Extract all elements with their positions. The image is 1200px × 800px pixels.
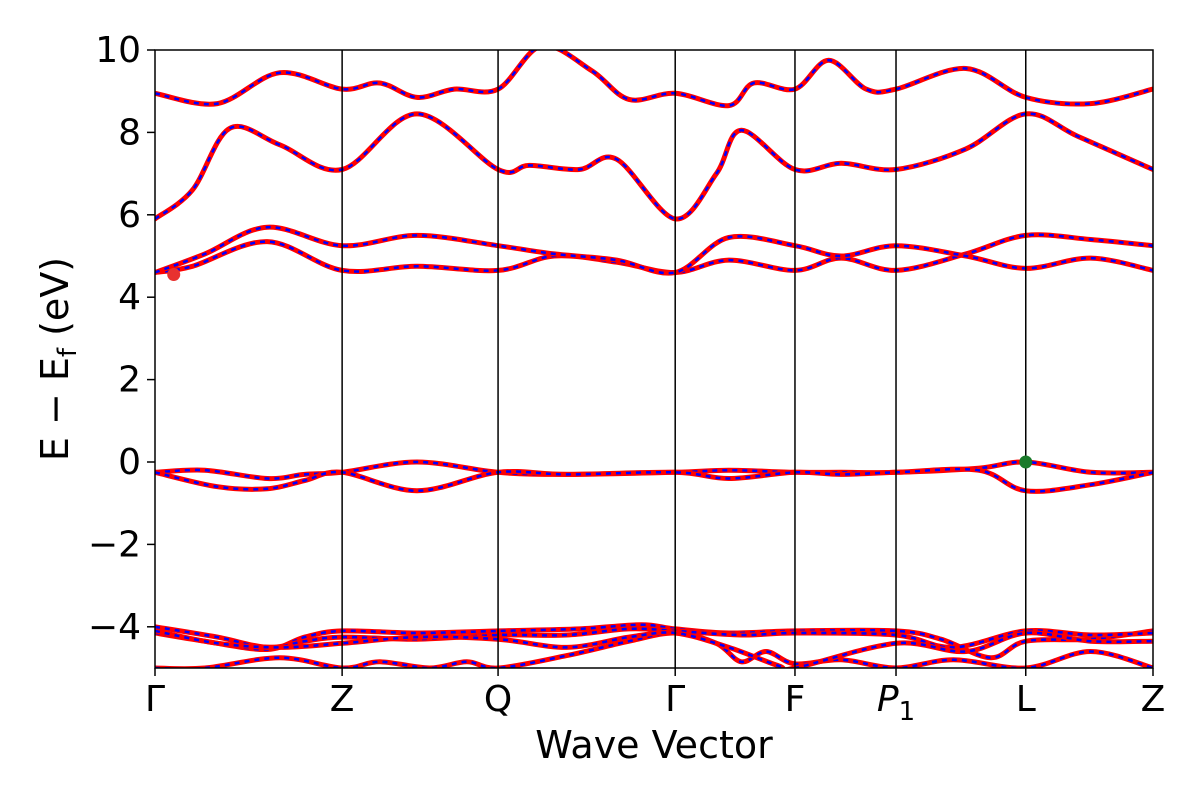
cbm-point [167, 268, 181, 282]
x-tick-label-2-text: Q [484, 679, 512, 720]
band-8-blue [155, 112, 1153, 221]
high-symmetry-lines [341, 50, 1027, 668]
y-tick-label-5: 0 [118, 442, 141, 483]
band-2-blue [155, 625, 1153, 649]
x-tick-label-3-text: Γ [665, 679, 685, 720]
x-tick-label-4: F [785, 679, 806, 720]
extrema-markers [167, 268, 1033, 469]
y-tick-label-6: −2 [88, 524, 141, 565]
y-tick-label-3: 4 [118, 277, 141, 318]
x-tick-label-0-text: Γ [145, 679, 165, 720]
y-axis-label: E − Ef (eV) [33, 257, 83, 461]
x-tick-label-5: P1 [877, 679, 915, 727]
x-tick-label-6-text: L [1016, 679, 1036, 720]
y-tick-label-7: −4 [88, 607, 141, 648]
x-tick-label-5-sub: 1 [899, 697, 916, 727]
y-axis-label-sub: f [53, 347, 83, 357]
x-tick-label-2: Q [484, 679, 512, 720]
band-1-blue [155, 623, 1153, 659]
x-axis-ticks: Γ Z Q Γ F P1 L Z [145, 668, 1165, 727]
x-axis-label: Wave Vector [535, 723, 773, 767]
band-7-blue [155, 225, 1153, 275]
x-tick-label-7-text: Z [1141, 679, 1166, 720]
band-5-blue [155, 467, 1153, 493]
x-tick-label-3: Γ [665, 679, 685, 720]
x-tick-label-0: Γ [145, 679, 165, 720]
x-tick-label-4-text: F [785, 679, 806, 720]
y-tick-label-4: 2 [118, 360, 141, 401]
y-tick-label-1: 8 [118, 112, 141, 153]
x-tick-label-6: L [1016, 679, 1036, 720]
y-tick-label-0: 10 [95, 30, 141, 71]
plot-frame [154, 49, 1154, 669]
band-lines [155, 50, 1153, 668]
y-axis-label-suffix: (eV) [33, 257, 77, 348]
y-axis-ticks: 10 8 6 4 2 0 −2 −4 [88, 30, 155, 648]
band-8-red [155, 111, 1153, 222]
vbm-point [1019, 455, 1033, 469]
x-tick-label-5-text: P [877, 679, 899, 720]
y-axis-label-prefix: E − E [33, 357, 77, 461]
x-tick-label-1-text: Z [330, 679, 355, 720]
y-tick-label-2: 6 [118, 195, 141, 236]
band-6-blue [155, 233, 1153, 274]
x-tick-label-1: Z [330, 679, 355, 720]
x-tick-label-7: Z [1141, 679, 1166, 720]
band-9-blue [155, 50, 1153, 107]
